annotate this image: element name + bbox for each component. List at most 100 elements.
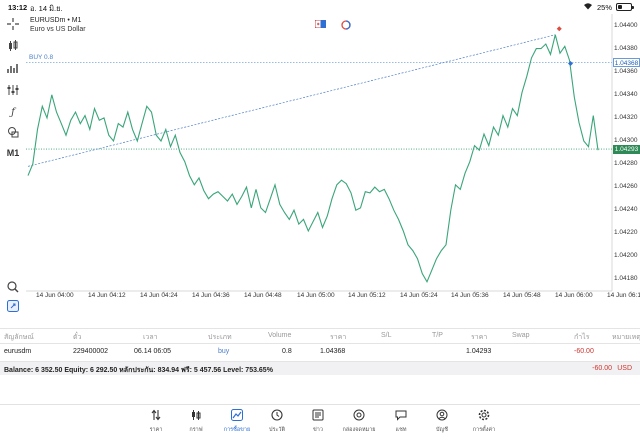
column-header[interactable]: ตั๋ว (73, 334, 82, 341)
function-icon[interactable]: ƒ (11, 106, 15, 118)
price-axis-tick: 1.04220 (614, 229, 638, 237)
status-date: อ. 14 มิ.ย. (30, 4, 63, 13)
column-header[interactable]: S/L (381, 332, 392, 339)
table-row[interactable]: eurusdm 229400002 06.14 06:05 buy 0.8 1.04368… (0, 346, 640, 358)
nav-item-label: กล่องจดหมาย (342, 427, 376, 433)
price-axis-tick: 1.04360 (614, 67, 638, 75)
nav-item-settings[interactable]: การตั้งค่า (464, 409, 504, 434)
divider (0, 361, 640, 362)
nav-item-arrows[interactable]: ราคา (136, 409, 176, 434)
nav-item-mail[interactable]: กล่องจดหมาย (339, 409, 379, 434)
price-series-line (27, 34, 599, 284)
settings-icon (477, 409, 491, 423)
time-axis-tick: 14 Jun 06:12 (607, 292, 640, 299)
trade-table-header: สัญลักษณ์ ตั๋ว เวลา ประเภท Volume ราคา S/L T/P ร… (0, 330, 640, 342)
balance-text: Balance: 6 352.50 Equity: 6 292.50 หลักป… (4, 367, 273, 374)
wifi-icon (583, 2, 593, 12)
price-axis-tick: 1.04380 (614, 44, 638, 52)
column-header[interactable]: Volume (268, 332, 292, 339)
price-axis-tick: 1.04240 (614, 206, 638, 214)
status-bar: 13:12 อ. 14 มิ.ย. 25% (0, 0, 640, 14)
nav-item-label: แชท (395, 427, 407, 433)
zoom-icon[interactable] (5, 279, 21, 295)
column-header[interactable]: ประเภท (208, 334, 232, 341)
symbol-info: EURUSDm • M1 Euro vs US Dollar (30, 16, 86, 34)
nav-item-candles[interactable]: กราฟ (176, 409, 216, 434)
nav-item-news[interactable]: ข่าว (298, 409, 338, 434)
cell-time: 06.14 06:05 (134, 348, 171, 355)
price-axis-tick: 1.04260 (614, 183, 638, 191)
price-axis-tick: 1.04280 (614, 160, 638, 168)
price-chart[interactable]: EURUSDm • M1 Euro vs US Dollar BUY 0.8 1… (26, 14, 640, 309)
account-summary: Balance: 6 352.50 Equity: 6 292.50 หลักป… (0, 362, 640, 375)
nav-item-trade[interactable]: การซื้อขาย (217, 409, 257, 434)
column-header[interactable]: หมายเหตุ (612, 334, 640, 341)
column-header[interactable]: Swap (512, 332, 530, 339)
nav-item-label: ข่าว (313, 427, 323, 433)
time-axis-tick: 14 Jun 05:00 (297, 292, 335, 299)
time-axis-tick: 14 Jun 04:00 (36, 292, 74, 299)
buy-price-tag: 1.04368 (613, 57, 640, 67)
mail-icon (352, 409, 366, 423)
history-icon (270, 409, 284, 423)
account-currency: USD (617, 365, 632, 372)
nav-item-account[interactable]: บัญชี (422, 409, 462, 434)
column-header[interactable]: ราคา (330, 334, 347, 341)
price-axis-tick: 1.04200 (614, 252, 638, 260)
one-click-trading-icon[interactable] (5, 298, 21, 314)
time-axis-tick: 14 Jun 05:12 (348, 292, 386, 299)
time-axis-tick: 14 Jun 06:00 (555, 292, 593, 299)
column-header[interactable]: เวลา (143, 334, 158, 341)
time-axis-tick: 14 Jun 04:12 (88, 292, 126, 299)
column-header[interactable]: สัญลักษณ์ (4, 334, 34, 341)
timeframe-button[interactable]: M1 (6, 148, 20, 158)
nav-item-label: การซื้อขาย (223, 427, 251, 433)
cell-ticket: 229400002 (73, 348, 109, 355)
candles-icon (189, 409, 203, 423)
cell-symbol: eurusdm (4, 348, 32, 355)
time-axis-tick: 14 Jun 05:48 (503, 292, 541, 299)
battery-icon (616, 3, 634, 11)
chat-icon (394, 409, 408, 423)
price-axis-tick: 1.04400 (614, 21, 638, 29)
total-profit: -60.00 (592, 365, 612, 372)
column-header[interactable]: ราคา (471, 334, 488, 341)
divider (0, 328, 640, 329)
price-axis-tick: 1.04300 (614, 136, 638, 144)
trade-levels-icon[interactable] (5, 82, 21, 98)
buy-order-label[interactable]: BUY 0.8 (29, 54, 54, 62)
objects-icon[interactable] (5, 124, 21, 140)
nav-item-label: ราคา (149, 427, 163, 433)
nav-item-label: บัญชี (436, 427, 448, 433)
current-marker (568, 60, 573, 66)
column-header[interactable]: กำไร (574, 334, 590, 341)
column-header[interactable]: T/P (432, 332, 443, 339)
chart-type-icon[interactable] (5, 38, 21, 54)
time-axis-tick: 14 Jun 04:48 (244, 292, 282, 299)
cell-current-price: 1.04293 (466, 348, 492, 355)
entry-marker (556, 26, 562, 32)
chart-toolbar: ƒ M1 (0, 14, 26, 312)
nav-item-history[interactable]: ประวัติ (257, 409, 297, 434)
news-icon (311, 409, 325, 423)
current-price-tag: 1.04293 (613, 144, 640, 154)
time-axis-tick: 14 Jun 04:24 (140, 292, 178, 299)
crosshair-icon[interactable] (5, 16, 21, 32)
account-icon (435, 409, 449, 423)
status-time: 13:12 (8, 3, 28, 12)
nav-item-label: กราฟ (189, 427, 203, 433)
time-axis-tick: 14 Jun 05:24 (400, 292, 438, 299)
nav-item-label: การตั้งค่า (472, 427, 496, 433)
time-axis-tick: 14 Jun 05:36 (451, 292, 489, 299)
battery-percent: 25% (596, 2, 612, 12)
chart-canvas (26, 14, 632, 294)
nav-item-label: ประวัติ (268, 427, 286, 433)
trade-connection-line (27, 34, 556, 167)
price-axis-tick: 1.04180 (614, 275, 638, 283)
status-right: 25% (583, 2, 634, 12)
indicators-icon[interactable] (5, 60, 21, 76)
cell-price: 1.04368 (320, 348, 346, 355)
nav-item-chat[interactable]: แชท (381, 409, 421, 434)
cell-type: buy (218, 348, 230, 355)
